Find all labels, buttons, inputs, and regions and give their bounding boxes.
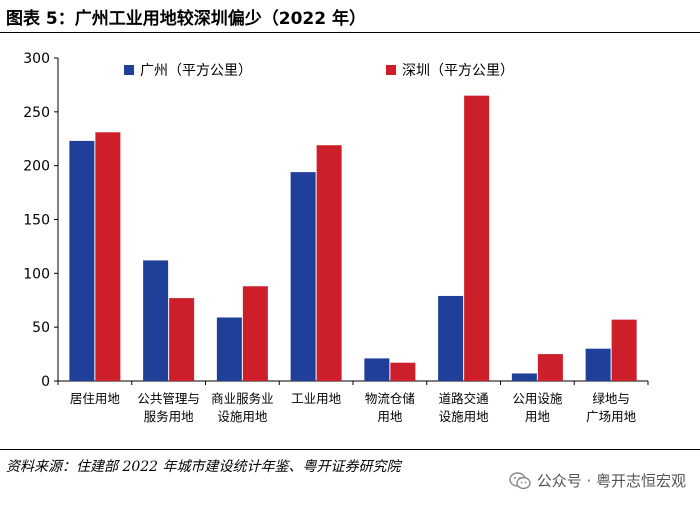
x-tick-label: 绿地与 — [592, 391, 630, 406]
source-note: 资料来源：住建部 2022 年城市建设统计年鉴、粤开证券研究院 — [6, 459, 401, 475]
bar-shenzhen — [464, 95, 490, 381]
legend-swatch — [386, 65, 396, 75]
bar-shenzhen — [537, 354, 563, 381]
legend-label: 广州（平方公里） — [140, 63, 252, 79]
legend-label: 深圳（平方公里） — [402, 63, 514, 79]
bar-guangzhou — [69, 140, 95, 381]
bar-shenzhen — [390, 362, 416, 381]
x-tick-label: 商业服务业 — [211, 391, 274, 406]
bar-guangzhou — [143, 260, 169, 381]
y-tick-label: 50 — [32, 320, 50, 336]
bar-shenzhen — [316, 145, 342, 381]
watermark-text: 公众号 · 粤开志恒宏观 — [536, 472, 686, 490]
y-tick-label: 100 — [23, 266, 50, 282]
footer-rule — [0, 449, 700, 450]
x-tick-label: 居住用地 — [70, 391, 121, 406]
bar-shenzhen — [242, 286, 268, 381]
x-tick-label: 设施用地 — [439, 409, 490, 424]
x-tick-label: 用地 — [525, 409, 551, 424]
x-tick-label: 工业用地 — [291, 391, 342, 406]
bar-guangzhou — [364, 358, 390, 381]
watermark: 公众号 · 粤开志恒宏观 — [508, 470, 686, 491]
title-rule — [0, 32, 700, 33]
bar-shenzhen — [611, 319, 637, 381]
x-tick-label: 服务用地 — [144, 409, 195, 424]
bar-guangzhou — [511, 373, 537, 381]
x-tick-label: 道路交通 — [439, 391, 490, 406]
x-tick-label: 广场用地 — [586, 409, 637, 424]
chart-title: 图表 5：广州工业用地较深圳偏少（2022 年） — [6, 9, 366, 29]
y-tick-label: 300 — [23, 51, 50, 67]
x-tick-label: 物流仓储 — [365, 391, 415, 406]
y-tick-label: 200 — [23, 159, 50, 175]
x-tick-label: 用地 — [377, 409, 403, 424]
y-tick-label: 0 — [41, 374, 50, 390]
x-tick-label: 设施用地 — [217, 409, 268, 424]
bar-guangzhou — [216, 317, 242, 381]
bar-shenzhen — [95, 132, 121, 381]
bar-guangzhou — [585, 348, 611, 381]
bar-guangzhou — [438, 295, 464, 381]
x-tick-label: 公用设施 — [512, 391, 563, 406]
x-tick-label: 公共管理与 — [137, 391, 200, 406]
y-tick-label: 250 — [23, 105, 50, 121]
wechat-icon — [508, 471, 531, 489]
y-tick-label: 150 — [23, 213, 50, 229]
bar-shenzhen — [169, 298, 195, 381]
bar-guangzhou — [290, 172, 316, 381]
legend-swatch — [124, 65, 134, 75]
